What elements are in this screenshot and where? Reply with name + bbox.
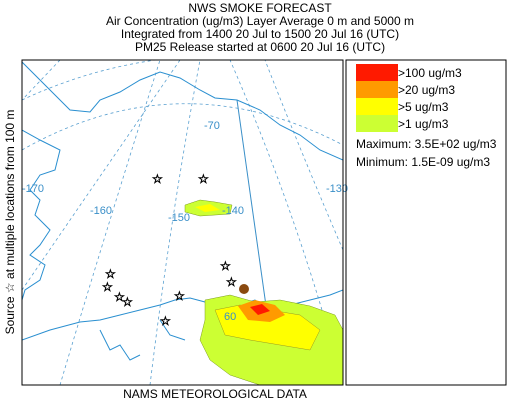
legend-swatch bbox=[356, 98, 398, 115]
plume-core bbox=[239, 284, 249, 294]
subtitle: Air Concentration (ug/m3) Layer Average … bbox=[106, 14, 414, 28]
source-star: ☆ bbox=[122, 295, 133, 309]
source-star: ☆ bbox=[220, 259, 231, 273]
side-label: Source ☆ at multiple locations from 100 … bbox=[3, 110, 17, 335]
grid-label: -150 bbox=[168, 212, 190, 224]
legend-label: >1 ug/m3 bbox=[398, 117, 449, 131]
legend-label: >100 ug/m3 bbox=[398, 66, 462, 80]
legend-label: >20 ug/m3 bbox=[398, 83, 455, 97]
source-star: ☆ bbox=[105, 267, 116, 281]
source-star: ☆ bbox=[174, 289, 185, 303]
map-frame bbox=[21, 59, 344, 386]
grid-label: -170 bbox=[22, 183, 44, 195]
coastline bbox=[22, 129, 61, 301]
legend-max: Maximum: 3.5E+02 ug/m3 bbox=[356, 137, 497, 151]
source-star: ☆ bbox=[102, 280, 113, 294]
plume-5 bbox=[195, 204, 220, 212]
legend-swatch bbox=[356, 81, 398, 98]
subtitle: Integrated from 1400 20 Jul to 1500 20 J… bbox=[121, 27, 399, 41]
legend: >100 ug/m3 >20 ug/m3 >5 ug/m3 >1 ug/m3 Maxim… bbox=[345, 59, 507, 386]
source-star: ☆ bbox=[160, 314, 171, 328]
legend-swatch bbox=[356, 64, 398, 81]
grid-label: -160 bbox=[90, 205, 112, 217]
legend-frame bbox=[345, 59, 507, 386]
grid-label: -140 bbox=[222, 205, 244, 217]
plume-100 bbox=[250, 304, 270, 315]
title: NWS SMOKE FORECAST bbox=[188, 1, 332, 15]
source-star: ☆ bbox=[226, 275, 237, 289]
grid-label: 60 bbox=[224, 311, 236, 323]
grid-label: -70 bbox=[204, 120, 220, 132]
map: ☆ ☆ ☆ ☆ ☆ ☆ ☆ ☆ ☆ ☆ -70 -170 -160 -150 -… bbox=[21, 59, 348, 386]
footer: NAMS METEOROLOGICAL DATA bbox=[123, 387, 307, 401]
sources: ☆ ☆ ☆ ☆ ☆ ☆ ☆ ☆ ☆ ☆ bbox=[102, 172, 237, 329]
coastline bbox=[22, 61, 343, 161]
source-star: ☆ bbox=[198, 172, 209, 186]
grid-label: -130 bbox=[326, 183, 348, 195]
graticule bbox=[22, 60, 343, 151]
legend-label: >5 ug/m3 bbox=[398, 100, 449, 114]
subtitle: PM25 Release started at 0600 20 Jul 16 (… bbox=[135, 40, 385, 54]
legend-min: Minimum: 1.5E-09 ug/m3 bbox=[356, 155, 490, 169]
source-star: ☆ bbox=[152, 172, 163, 186]
source-star: ☆ bbox=[114, 290, 125, 304]
border bbox=[236, 99, 269, 321]
legend-swatch bbox=[356, 115, 398, 132]
